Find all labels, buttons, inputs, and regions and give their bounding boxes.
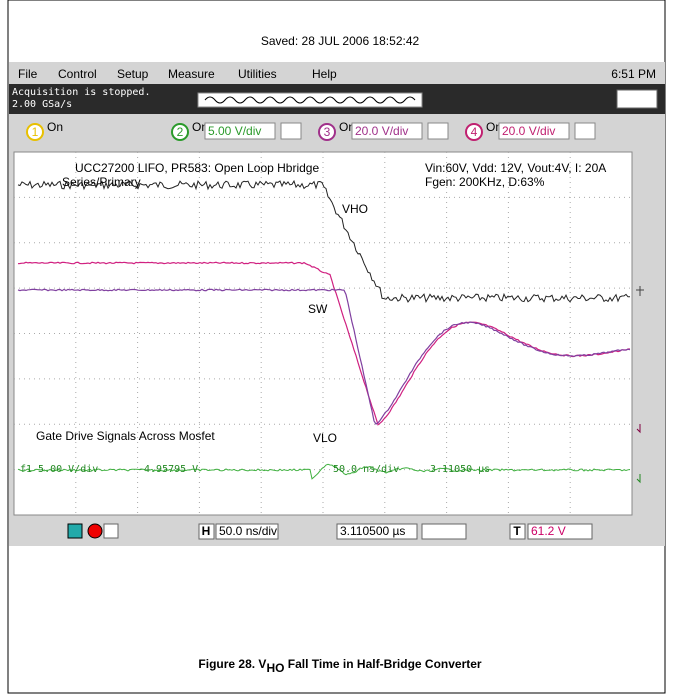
menu-item[interactable]: Control bbox=[58, 67, 97, 81]
conditions: Vin:60V, Vdd: 12V, Vout:4V, I: 20A bbox=[425, 161, 606, 175]
waveform bbox=[17, 179, 630, 304]
t-button[interactable] bbox=[509, 523, 526, 540]
grid bbox=[14, 152, 632, 515]
readout: -4.95795 V bbox=[138, 464, 198, 475]
t-label: T bbox=[513, 524, 521, 538]
channel-bar: 1 On 2 On 5.00 V/div 3 On 20.0 V/div 4 On 20.0 V/d… bbox=[26, 120, 596, 141]
readout: 50.0 ns/div bbox=[333, 464, 399, 475]
waveform bbox=[17, 463, 631, 480]
waveform bbox=[17, 261, 630, 426]
caption-lead: Figure 28. V bbox=[198, 657, 266, 671]
menu-item[interactable]: Utilities bbox=[238, 67, 277, 81]
h-label: H bbox=[202, 524, 211, 538]
vlo-label: VLO bbox=[313, 431, 337, 445]
menu-bar: File Control Setup Measure Utilities Help bbox=[18, 67, 337, 81]
scale-box[interactable] bbox=[498, 122, 570, 140]
scale-box[interactable] bbox=[351, 122, 423, 140]
note: Gate Drive Signals Across Mosfet bbox=[36, 429, 215, 443]
color-button[interactable] bbox=[67, 523, 83, 539]
h-button[interactable] bbox=[198, 523, 215, 540]
scale-spinner[interactable] bbox=[280, 122, 302, 140]
waveforms bbox=[17, 179, 631, 480]
color-button[interactable] bbox=[87, 523, 103, 539]
status-text: Acquisition is stopped. bbox=[12, 87, 150, 98]
mode-button[interactable] bbox=[616, 89, 658, 109]
h-scale: 50.0 ns/div bbox=[219, 524, 277, 538]
waveform bbox=[17, 288, 631, 425]
channel-scale: 20.0 V/div bbox=[502, 124, 555, 138]
channel-scale: 20.0 V/div bbox=[355, 124, 408, 138]
vho-label: VHO bbox=[342, 202, 368, 216]
status-rate: 2.00 GSa/s bbox=[12, 99, 72, 110]
h-position: 3.110500 µs bbox=[340, 524, 405, 538]
channel-badge[interactable] bbox=[465, 123, 483, 141]
readout: 3.11050 µs bbox=[430, 464, 490, 475]
scale-box[interactable] bbox=[204, 122, 276, 140]
channel-number: 2 bbox=[177, 125, 184, 139]
channel-on: On bbox=[192, 120, 208, 134]
marker bbox=[636, 424, 641, 434]
channel-number: 3 bbox=[324, 125, 331, 139]
level-box[interactable] bbox=[527, 523, 593, 540]
channel-badge[interactable] bbox=[26, 123, 44, 141]
pos-arrows[interactable] bbox=[421, 523, 467, 540]
saved-stamp: Saved: 28 JUL 2006 18:52:42 bbox=[261, 34, 420, 48]
channel-on: On bbox=[339, 120, 355, 134]
color-button[interactable] bbox=[103, 523, 119, 539]
screen-subtitle: Series/Primary bbox=[62, 175, 141, 189]
channel-badge[interactable] bbox=[171, 123, 189, 141]
channel-badge[interactable] bbox=[318, 123, 336, 141]
pos-box[interactable] bbox=[336, 523, 418, 540]
h-scale-box[interactable] bbox=[215, 523, 279, 540]
scale-spinner[interactable] bbox=[427, 122, 449, 140]
scale-spinner[interactable] bbox=[574, 122, 596, 140]
acq-bar bbox=[197, 92, 423, 108]
clock: 6:51 PM bbox=[611, 67, 656, 81]
channel-on: On bbox=[486, 120, 502, 134]
menu-item[interactable]: Setup bbox=[117, 67, 149, 81]
marker bbox=[636, 286, 644, 296]
channel-number: 4 bbox=[471, 125, 478, 139]
caption: Figure 28. VHO Fall Time in Half-Bridge … bbox=[198, 657, 482, 675]
menu-item[interactable]: Measure bbox=[168, 67, 215, 81]
channel-on: On bbox=[47, 120, 63, 134]
readout: f1 5.00 V/div bbox=[20, 464, 98, 475]
menu-item[interactable]: File bbox=[18, 67, 38, 81]
menu-item[interactable]: Help bbox=[312, 67, 337, 81]
marker bbox=[636, 474, 641, 484]
caption-rest: Fall Time in Half-Bridge Converter bbox=[284, 657, 481, 671]
conditions: Fgen: 200KHz, D:63% bbox=[425, 175, 545, 189]
caption-sub: HO bbox=[266, 661, 284, 675]
channel-scale: 5.00 V/div bbox=[208, 124, 261, 138]
channel-number: 1 bbox=[32, 125, 39, 139]
acq-icon bbox=[204, 96, 416, 104]
bottom-bar: H 50.0 ns/div 3.110500 µs T 61.2 V bbox=[67, 523, 593, 540]
screen-title: UCC27200 LIFO, PR583: Open Loop Hbridge bbox=[75, 161, 319, 175]
trigger-level: 61.2 V bbox=[531, 524, 566, 538]
sw-label: SW bbox=[308, 302, 328, 316]
